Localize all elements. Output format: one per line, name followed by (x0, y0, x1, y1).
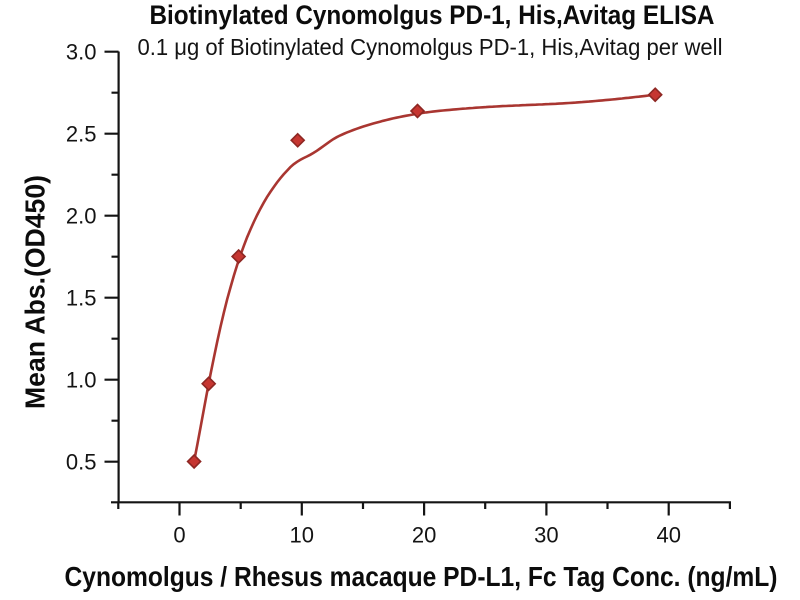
svg-text:Biotinylated Cynomolgus PD-1,: Biotinylated Cynomolgus PD-1, His,Avitag… (150, 0, 715, 30)
svg-text:0: 0 (173, 523, 185, 548)
svg-text:20: 20 (412, 523, 436, 548)
svg-text:30: 30 (534, 523, 558, 548)
svg-text:1.5: 1.5 (66, 285, 97, 310)
svg-text:0.1 μg of Biotinylated Cynomol: 0.1 μg of Biotinylated Cynomolgus PD-1, … (138, 34, 723, 60)
svg-text:40: 40 (656, 523, 680, 548)
svg-text:10: 10 (290, 523, 314, 548)
svg-text:1.0: 1.0 (66, 367, 97, 392)
svg-text:Mean Abs.(OD450): Mean Abs.(OD450) (19, 175, 50, 409)
svg-text:0.5: 0.5 (66, 449, 97, 474)
svg-text:Cynomolgus / Rhesus macaque PD: Cynomolgus / Rhesus macaque PD-L1, Fc Ta… (65, 561, 778, 592)
svg-text:3.0: 3.0 (66, 39, 97, 64)
svg-text:2.0: 2.0 (66, 203, 97, 228)
svg-text:2.5: 2.5 (66, 121, 97, 146)
